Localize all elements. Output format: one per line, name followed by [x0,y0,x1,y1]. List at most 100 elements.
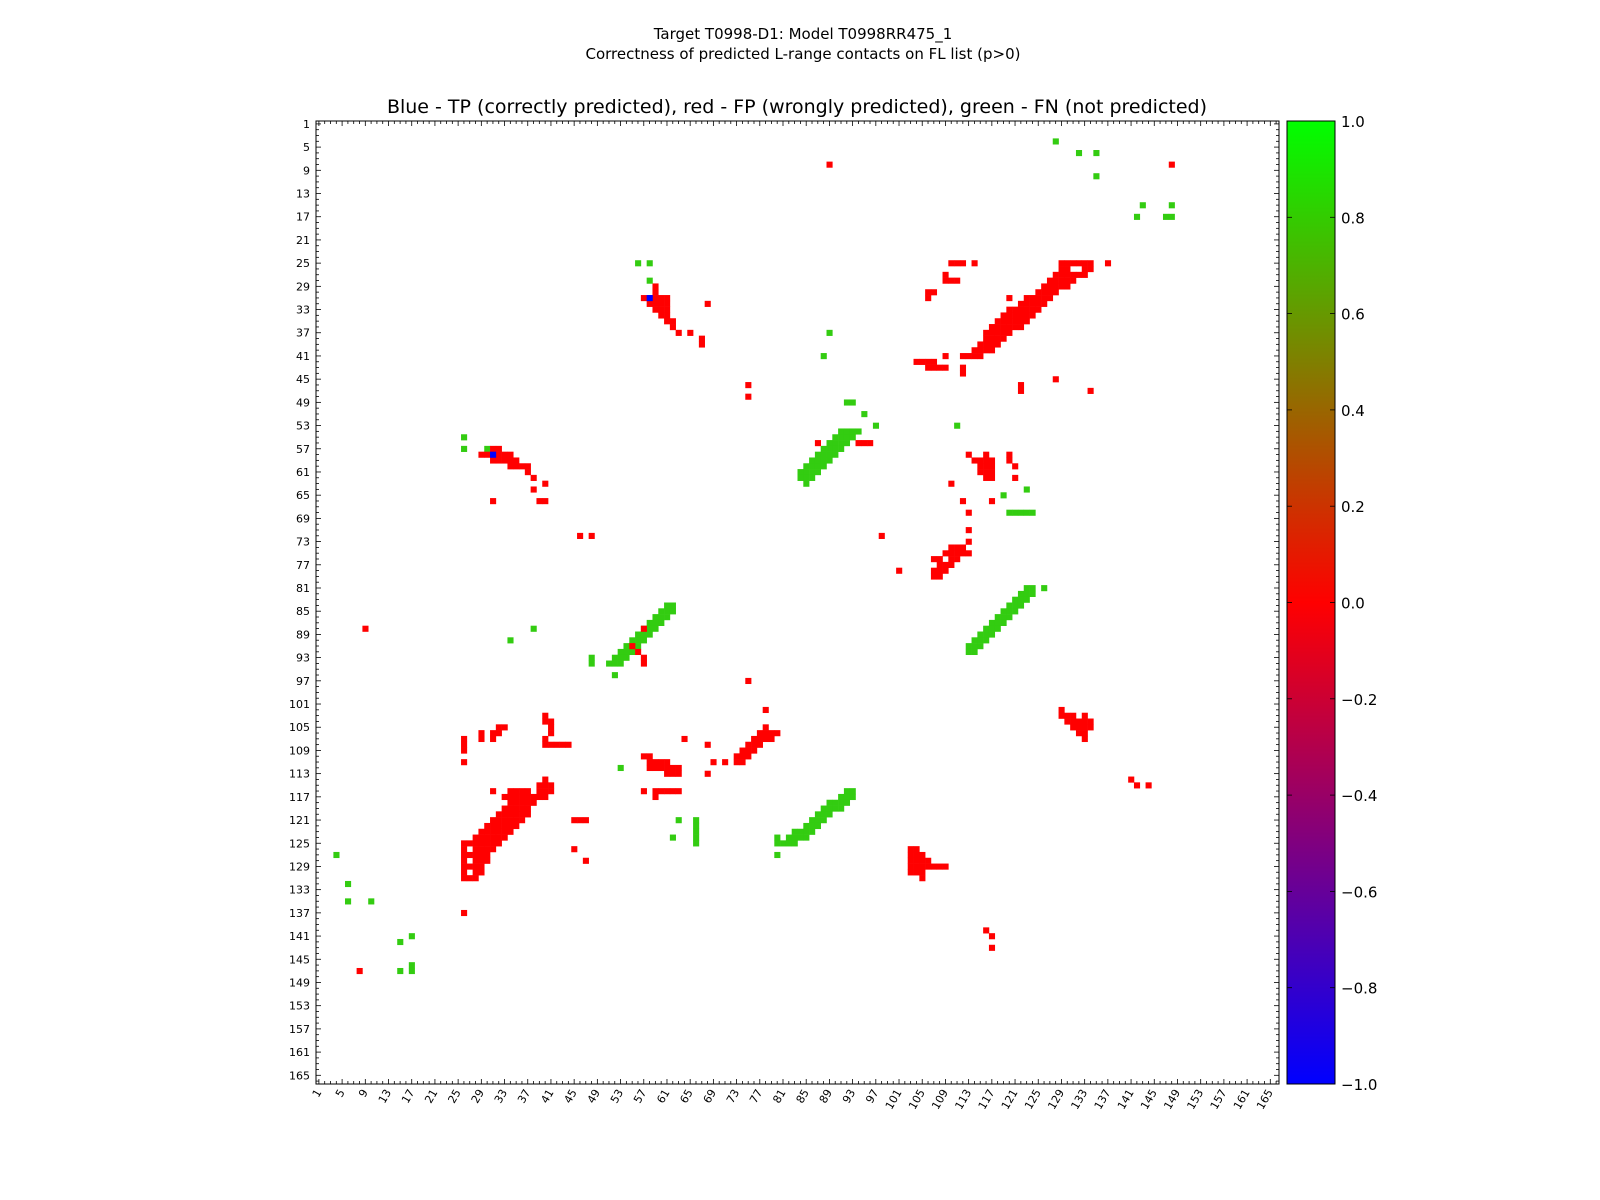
fp-cell-111 [1052,376,1059,383]
fp-cell-425 [936,863,943,870]
fp-cell-34 [1041,283,1048,290]
fp-cell-246 [774,730,781,737]
fp-cell-22 [1058,271,1065,278]
fn-cell-25 [843,434,851,441]
fp-cell-362 [478,828,485,835]
fp-cell-68 [1000,318,1007,325]
y-tick-label: 121 [289,814,310,827]
fp-cell-313 [1145,782,1152,789]
y-tick-label: 33 [296,304,310,317]
fp-cell-106 [930,364,938,371]
fp-cell-187 [988,498,996,505]
fp-cell-144 [495,451,502,458]
fp-cell-77 [1012,324,1019,331]
fp-cell-135 [675,329,682,336]
fn-cell-37 [826,451,833,458]
x-tick-label: 13 [376,1087,394,1106]
colorbar-tick-label: 0.8 [1341,209,1365,227]
fp-cell-409 [571,846,578,853]
fn-cell-59 [1012,509,1019,516]
fp-cell-349 [524,811,531,818]
x-tick-label: 89 [817,1087,835,1106]
fp-cell-172 [983,457,990,464]
fn-cell-39 [809,457,816,464]
fp-cell-412 [913,846,920,853]
fp-cell-17 [1087,266,1094,273]
colorbar-tick-label: 1.0 [1341,113,1365,131]
fp-cell-197 [959,550,967,557]
fp-cell-207 [936,567,943,574]
fn-cell-176 [693,817,700,824]
fp-cell-308 [669,788,676,795]
fn-cell-102 [658,608,665,615]
fp-cell-59 [1029,306,1036,313]
fn-cell-162 [803,828,810,835]
fp-cell-299 [675,764,682,772]
y-tick-label: 149 [289,976,310,989]
fp-cell-150 [507,457,514,464]
fn-cell-188 [408,962,415,969]
fn-cell-164 [774,834,781,841]
fp-cell-24 [1070,271,1077,278]
fn-cell-163 [809,828,816,835]
fn-cell-99 [971,648,978,656]
fp-cell-240 [1081,730,1088,737]
fp-cell-312 [1133,782,1141,789]
fp-cell-139 [490,445,497,452]
fp-cell-13 [942,271,949,278]
fn-cell-107 [664,614,671,621]
fn-cell-134 [611,672,618,679]
fp-cell-127 [652,306,659,313]
fp-cell-420 [907,863,914,870]
fp-cell-51 [1023,300,1030,307]
fp-cell-128 [658,306,665,313]
fp-cell-81 [994,329,1001,336]
fp-cell-183 [988,474,996,481]
fn-cell-33 [832,445,839,452]
fp-cell-219 [629,643,636,650]
fn-cell-4 [1139,202,1146,209]
fp-cell-109 [959,364,967,371]
colorbar [1286,120,1336,1085]
x-tick-label: 165 [1254,1087,1276,1112]
fp-cell-336 [519,799,526,806]
fp-cell-191 [948,544,955,551]
colorbar-tick-label: −0.6 [1341,883,1377,901]
fn-cell-95 [965,643,972,650]
fp-cell-32 [925,289,932,296]
fp-cell-206 [930,567,938,574]
fp-cell-33 [930,289,938,296]
fn-cell-85 [1000,619,1007,626]
y-tick-label: 29 [296,280,310,293]
fn-cell-86 [983,625,990,632]
fp-cell-370 [484,834,491,841]
fp-cell-16 [1081,266,1088,273]
x-tick-label: 145 [1138,1087,1160,1112]
fp-cell-400 [472,869,479,876]
fn-cell-80 [994,614,1001,621]
fn-cell-71 [1012,596,1019,603]
fn-cell-154 [809,817,816,824]
fp-cell-427 [919,869,926,876]
fn-cell-169 [774,840,781,847]
fp-cell-31 [1070,277,1077,284]
fp-cell-46 [1029,295,1036,302]
fp-cell-416 [907,857,914,864]
fp-cell-66 [1029,312,1036,319]
fp-cell-174 [1006,457,1013,464]
x-tick-label: 61 [654,1087,672,1106]
fn-cell-56 [1023,486,1030,493]
fp-cell-225 [1058,706,1065,714]
fp-cell-124 [658,300,665,307]
fn-cell-47 [797,469,804,476]
x-tick-label: 37 [515,1087,533,1106]
fp-cell-29 [1058,277,1065,284]
fp-cell-344 [495,811,502,818]
fp-cell-345 [501,811,508,818]
fp-cell-90 [988,341,996,348]
colorbar-tick-label: −1.0 [1341,1076,1377,1094]
fp-cell-302 [675,770,682,777]
axis-ticks [316,121,1279,1084]
x-tick-label: 97 [863,1087,881,1106]
